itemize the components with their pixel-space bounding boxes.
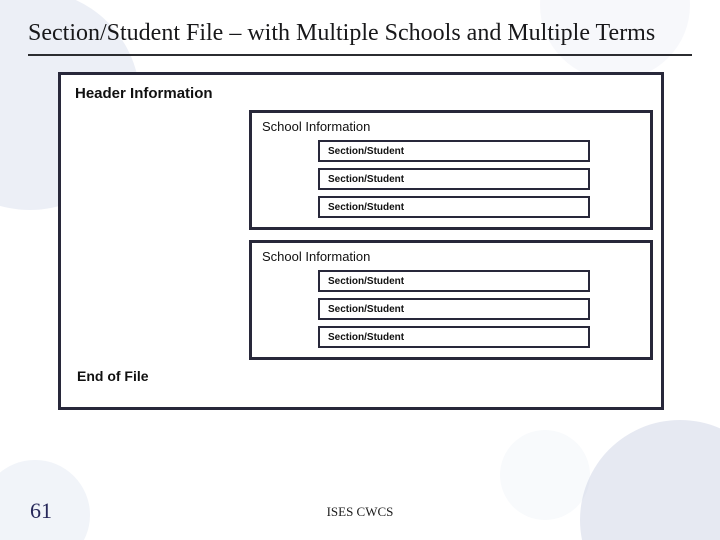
school-stack: School Information Section/Student Secti… [249, 110, 653, 360]
section-student-row: Section/Student [318, 140, 590, 162]
section-student-row: Section/Student [318, 270, 590, 292]
title-rule [28, 54, 692, 56]
section-student-row: Section/Student [318, 168, 590, 190]
section-student-row: Section/Student [318, 326, 590, 348]
file-structure-diagram: Header Information School Information Se… [58, 72, 664, 410]
title-block: Section/Student File – with Multiple Sch… [28, 18, 692, 56]
school-info-label: School Information [262, 119, 642, 134]
section-student-row: Section/Student [318, 298, 590, 320]
section-rows: Section/Student Section/Student Section/… [318, 270, 642, 348]
school-box: School Information Section/Student Secti… [249, 240, 653, 360]
section-student-label: Section/Student [328, 304, 404, 315]
section-student-label: Section/Student [328, 202, 404, 213]
footer-text: ISES CWCS [0, 504, 720, 520]
section-student-label: Section/Student [328, 276, 404, 287]
slide-title: Section/Student File – with Multiple Sch… [28, 18, 692, 48]
section-rows: Section/Student Section/Student Section/… [318, 140, 642, 218]
section-student-row: Section/Student [318, 196, 590, 218]
school-info-label: School Information [262, 249, 642, 264]
school-box: School Information Section/Student Secti… [249, 110, 653, 230]
section-student-label: Section/Student [328, 174, 404, 185]
section-student-label: Section/Student [328, 146, 404, 157]
section-student-label: Section/Student [328, 332, 404, 343]
end-of-file-label: End of File [77, 368, 651, 384]
slide: Section/Student File – with Multiple Sch… [0, 0, 720, 540]
header-info-label: Header Information [75, 85, 651, 102]
footer: 61 ISES CWCS [0, 494, 720, 524]
